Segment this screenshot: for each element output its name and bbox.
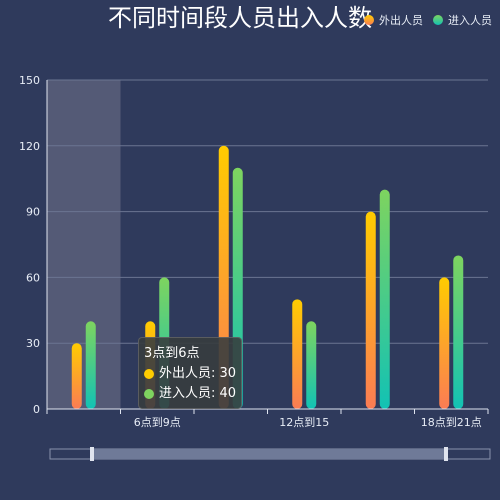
bar-incoming[interactable] bbox=[85, 321, 96, 409]
x-tick-label: 12点到15 bbox=[279, 416, 329, 429]
bar-incoming[interactable] bbox=[379, 189, 390, 409]
y-tick-label: 0 bbox=[33, 403, 40, 416]
y-tick-label: 30 bbox=[26, 337, 40, 350]
tooltip-title: 3点到6点 bbox=[144, 346, 200, 361]
legend: 外出人员 进入人员 bbox=[364, 12, 492, 28]
bar-incoming[interactable] bbox=[306, 321, 317, 409]
y-tick-label: 60 bbox=[26, 271, 40, 284]
y-tick-label: 150 bbox=[19, 74, 40, 87]
y-tick-label: 120 bbox=[19, 140, 40, 153]
bar-outgoing[interactable] bbox=[439, 277, 450, 409]
tooltip-row-out: 外出人员: 30 bbox=[144, 364, 241, 384]
bar-outgoing[interactable] bbox=[71, 343, 82, 409]
tooltip-dot-out bbox=[144, 369, 154, 379]
hover-highlight-band bbox=[47, 80, 121, 409]
y-tick-label: 90 bbox=[26, 206, 40, 219]
bar-outgoing[interactable] bbox=[365, 211, 376, 409]
tooltip-label-out: 外出人员: 30 bbox=[159, 366, 237, 381]
legend-item-out[interactable]: 外出人员 bbox=[364, 12, 423, 28]
x-tick-label: 6点到9点 bbox=[134, 416, 181, 429]
tooltip-label-in: 进入人员: 40 bbox=[159, 386, 237, 401]
legend-dot-out bbox=[364, 15, 374, 25]
x-tick-label: 18点到21点 bbox=[421, 416, 482, 429]
zoom-handle-left[interactable] bbox=[90, 447, 94, 461]
tooltip-dot-in bbox=[144, 389, 154, 399]
zoom-selection[interactable] bbox=[92, 449, 446, 459]
legend-item-in[interactable]: 进入人员 bbox=[433, 12, 492, 28]
zoom-slider[interactable] bbox=[49, 447, 491, 461]
tooltip-row-in: 进入人员: 40 bbox=[144, 384, 241, 404]
bar-incoming[interactable] bbox=[453, 255, 464, 409]
legend-label-in: 进入人员 bbox=[448, 14, 492, 27]
legend-dot-in bbox=[433, 15, 443, 25]
legend-label-out: 外出人员 bbox=[379, 14, 423, 27]
chart-title: 不同时间段人员出入人数 bbox=[108, 4, 372, 32]
bar-outgoing[interactable] bbox=[292, 299, 303, 409]
tooltip: 3点到6点 外出人员: 30 进入人员: 40 bbox=[138, 337, 242, 409]
zoom-handle-right[interactable] bbox=[444, 447, 448, 461]
